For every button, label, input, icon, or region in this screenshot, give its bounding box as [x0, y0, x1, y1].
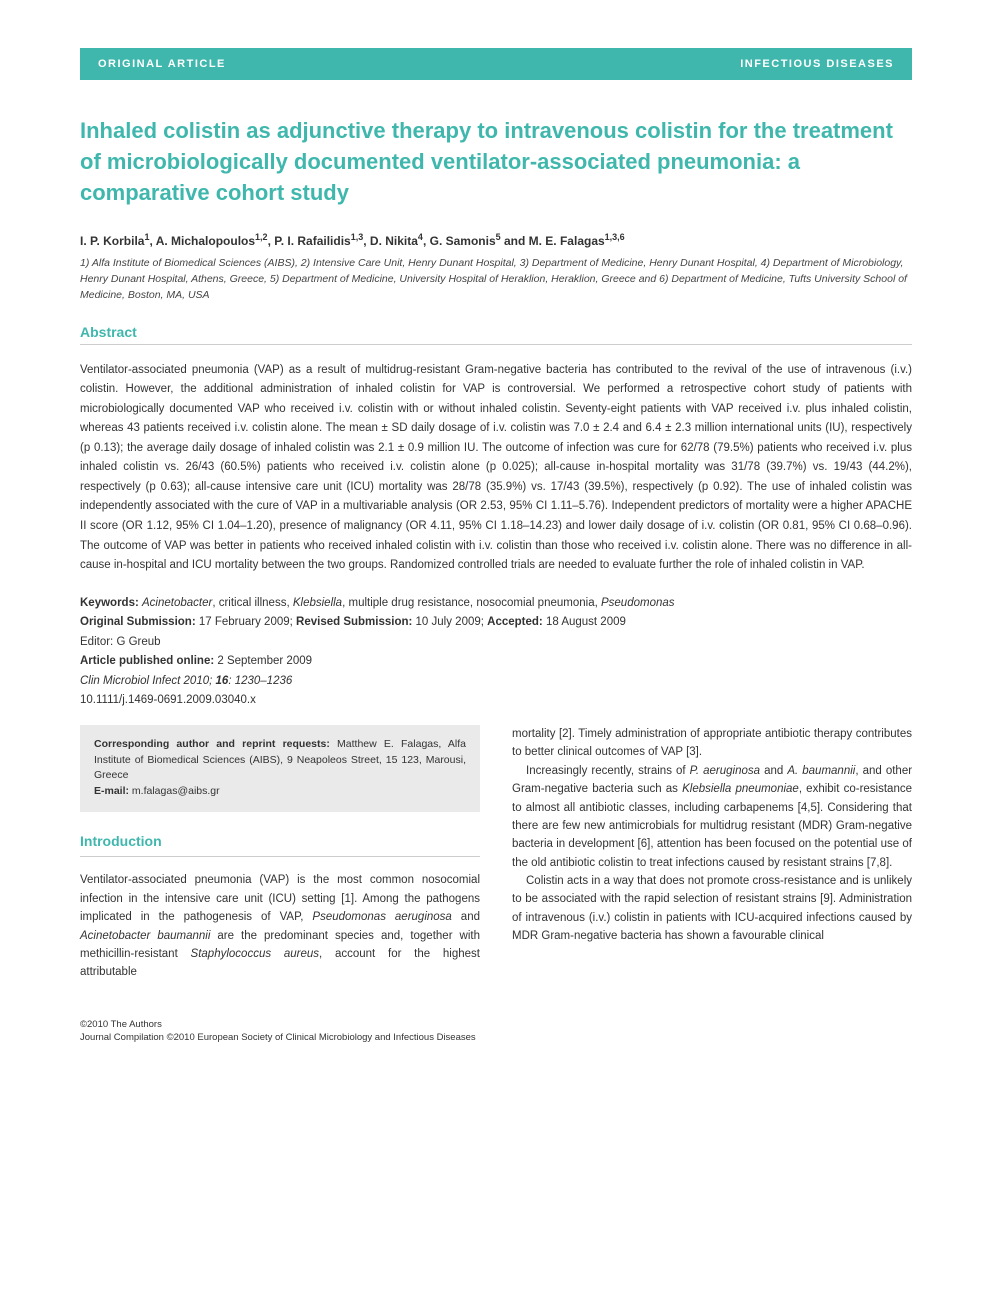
- acc-value: 18 August 2009: [543, 616, 626, 628]
- abstract-text: Ventilator-associated pneumonia (VAP) as…: [80, 361, 912, 576]
- corr-label: Corresponding author and reprint request…: [94, 738, 330, 750]
- pub-online-value: 2 September 2009: [214, 655, 312, 667]
- rev-sub-value: 10 July 2009;: [412, 616, 487, 628]
- introduction-heading: Introduction: [80, 830, 480, 857]
- page-footer: ©2010 The Authors Journal Compilation ©2…: [80, 1018, 912, 1045]
- affiliation-list: 1) Alfa Institute of Biomedical Sciences…: [80, 256, 912, 303]
- article-banner: ORIGINAL ARTICLE INFECTIOUS DISEASES: [80, 48, 912, 80]
- intro-para-left: Ventilator-associated pneumonia (VAP) is…: [80, 871, 480, 981]
- keywords-label: Keywords:: [80, 597, 139, 609]
- footer-line-2: Journal Compilation ©2010 European Socie…: [80, 1031, 912, 1044]
- editor-value: G Greub: [113, 636, 160, 648]
- intro-para-r3: Colistin acts in a way that does not pro…: [512, 872, 912, 946]
- corresponding-author-box: Corresponding author and reprint request…: [80, 725, 480, 812]
- abstract-heading: Abstract: [80, 324, 912, 345]
- footer-line-1: ©2010 The Authors: [80, 1018, 912, 1031]
- banner-right-label: INFECTIOUS DISEASES: [740, 58, 894, 70]
- intro-para-r2: Increasingly recently, strains of P. aer…: [512, 762, 912, 872]
- body-columns: Corresponding author and reprint request…: [80, 725, 912, 982]
- submission-line: Original Submission: 17 February 2009; R…: [80, 613, 912, 633]
- rev-sub-label: Revised Submission:: [296, 616, 412, 628]
- editor-line: Editor: G Greub: [80, 633, 912, 653]
- journal-citation: Clin Microbiol Infect 2010; 16: 1230–123…: [80, 672, 912, 692]
- doi: 10.1111/j.1469-0691.2009.03040.x: [80, 691, 912, 711]
- editor-label: Editor:: [80, 636, 113, 648]
- orig-sub-value: 17 February 2009;: [196, 616, 296, 628]
- article-metadata: Keywords: Acinetobacter, critical illnes…: [80, 594, 912, 711]
- banner-left-label: ORIGINAL ARTICLE: [98, 58, 226, 70]
- acc-label: Accepted:: [487, 616, 543, 628]
- right-column: mortality [2]. Timely administration of …: [512, 725, 912, 982]
- pub-online-line: Article published online: 2 September 20…: [80, 652, 912, 672]
- author-list: I. P. Korbila1, A. Michalopoulos1,2, P. …: [80, 232, 912, 248]
- corr-email-value: m.falagas@aibs.gr: [129, 785, 220, 797]
- pub-online-label: Article published online:: [80, 655, 214, 667]
- keywords-value: Acinetobacter, critical illness, Klebsie…: [142, 597, 675, 609]
- keywords-line: Keywords: Acinetobacter, critical illnes…: [80, 594, 912, 614]
- left-column: Corresponding author and reprint request…: [80, 725, 480, 982]
- intro-para-r1: mortality [2]. Timely administration of …: [512, 725, 912, 762]
- orig-sub-label: Original Submission:: [80, 616, 196, 628]
- article-title: Inhaled colistin as adjunctive therapy t…: [80, 116, 912, 208]
- corr-email-label: E-mail:: [94, 785, 129, 797]
